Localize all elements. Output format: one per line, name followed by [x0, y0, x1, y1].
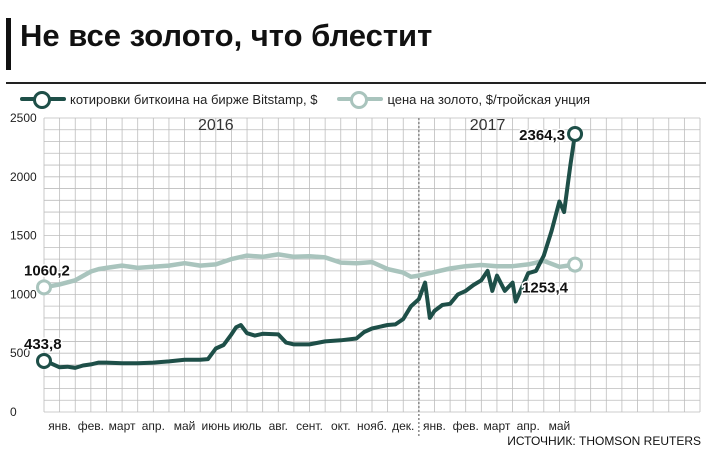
- y-tick-label: 0: [10, 405, 17, 419]
- series-line-bitcoin: [42, 132, 577, 370]
- x-tick-label-month: апр.: [517, 419, 540, 433]
- title-accent-bar: [6, 18, 11, 70]
- x-tick-label-month: янв.: [48, 419, 71, 433]
- x-tick-label-month: дек.: [392, 419, 414, 433]
- y-tick-label: 500: [10, 346, 30, 360]
- year-label: 2017: [470, 117, 506, 134]
- x-tick-label-month: фев.: [453, 419, 479, 433]
- x-tick-label-month: июль: [233, 419, 262, 433]
- x-tick-label-month: июнь: [202, 419, 231, 433]
- y-tick-label: 2000: [10, 170, 37, 184]
- y-tick-label: 1500: [10, 229, 37, 243]
- year-label: 2016: [198, 117, 234, 134]
- chart-legend: котировки биткоина на бирже Bitstamp, $ …: [20, 88, 610, 110]
- source-note: ИСТОЧНИК: THOMSON REUTERS: [507, 434, 701, 448]
- y-tick-label: 2500: [10, 111, 37, 125]
- legend-label-bitcoin: котировки биткоина на бирже Bitstamp, $: [70, 91, 318, 107]
- legend-marker-gold-icon: [337, 90, 384, 109]
- x-tick-label-month: апр.: [142, 419, 165, 433]
- x-tick-label-month: фев.: [78, 419, 104, 433]
- legend-item-bitcoin: котировки биткоина на бирже Bitstamp, $: [20, 90, 318, 109]
- x-tick-label-month: янв.: [423, 419, 446, 433]
- x-tick-label-month: сент.: [296, 419, 323, 433]
- x-tick-label-month: авг.: [269, 419, 288, 433]
- endpoint-marker-bitcoin: [567, 125, 584, 142]
- x-tick-label-month: март: [109, 419, 136, 433]
- x-tick-label-month: окт.: [331, 419, 351, 433]
- x-tick-label-month: нояб.: [357, 419, 387, 433]
- data-label-gold-end: 1253,4: [522, 280, 569, 297]
- legend-marker-bitcoin-icon: [20, 90, 66, 109]
- series-line-gold: [41, 252, 578, 290]
- legend-label-gold: цена на золото, $/тройская унция: [387, 91, 591, 107]
- data-label-bitcoin-end: 2364,3: [519, 127, 565, 144]
- y-tick-label: 1000: [10, 287, 37, 301]
- page-title: Не все золото, что блестит: [20, 18, 433, 53]
- title-underline: [6, 82, 706, 84]
- data-label-bitcoin-start: 433,8: [24, 336, 62, 353]
- legend-item-gold: цена на золото, $/тройская унция: [337, 90, 591, 109]
- endpoint-marker-bitcoin: [36, 352, 52, 369]
- endpoint-marker-gold: [36, 279, 52, 296]
- x-tick-label-month: март: [484, 419, 511, 433]
- data-label-gold-start: 1060,2: [24, 262, 70, 279]
- endpoint-marker-gold: [567, 256, 584, 273]
- x-tick-label-month: май: [174, 419, 196, 433]
- x-tick-label-month: май: [549, 419, 571, 433]
